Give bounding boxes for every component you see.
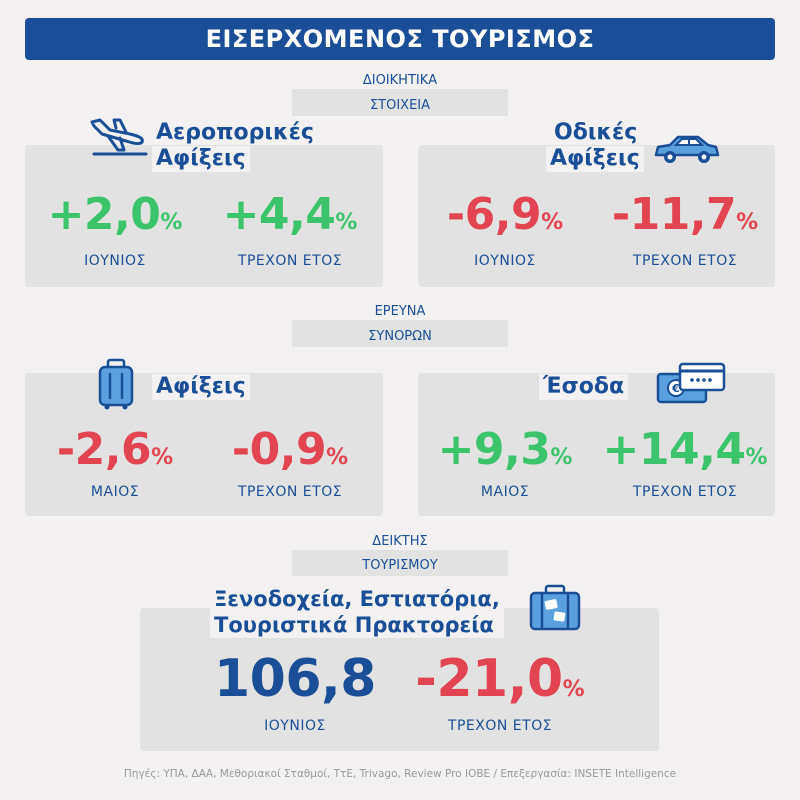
section-label-border: ΕΡΕΥΝΑ ΣΥΝΟΡΩΝ bbox=[292, 304, 508, 347]
road-june-label: ΙΟΥΝΙΟΣ bbox=[474, 253, 536, 269]
suitcase-icon bbox=[529, 584, 581, 631]
hotels-ytd-value: -21,0% bbox=[415, 649, 585, 709]
luggage-icon bbox=[98, 358, 134, 410]
revenue-ytd-label: ΤΡΕΧΟΝ ΕΤΟΣ bbox=[632, 484, 738, 500]
road-ytd-value: -11,7% bbox=[611, 189, 759, 240]
air-june-value: +2,0% bbox=[47, 189, 183, 240]
road-ytd-label: ΤΡΕΧΟΝ ΕΤΟΣ bbox=[632, 253, 738, 269]
revenue-title: Έσοδα bbox=[539, 374, 629, 400]
section-label-index: ΔΕΙΚΤΗΣ ΤΟΥΡΙΣΜΟΥ bbox=[292, 534, 508, 576]
border-arrivals-may-label: ΜΑΙΟΣ bbox=[90, 484, 140, 500]
hotels-title: Ξενοδοχεία, Εστιατόρια, Τουριστικά Πρακτ… bbox=[210, 586, 504, 638]
air-arrivals-title: Αεροπορικές bbox=[156, 120, 314, 145]
border-arrivals-ytd-value: -0,9% bbox=[231, 424, 349, 475]
revenue-ytd-value: +14,4% bbox=[602, 424, 768, 475]
hotels-ytd-label: ΤΡΕΧΟΝ ΕΤΟΣ bbox=[447, 718, 553, 734]
hotels-june-value: 106,8 bbox=[214, 649, 376, 709]
section-label-admin: ΔΙΟΙΚΗΤΙΚΑ ΣΤΟΙΧΕΙΑ bbox=[292, 73, 508, 116]
road-arrivals-title-2: Αφίξεις bbox=[546, 146, 644, 172]
hotels-june-label: ΙΟΥΝΙΟΣ bbox=[264, 718, 326, 734]
revenue-may-value: +9,3% bbox=[437, 424, 573, 475]
road-arrivals-title: Οδικές bbox=[554, 120, 638, 145]
revenue-may-label: ΜΑΙΟΣ bbox=[480, 484, 530, 500]
border-arrivals-ytd-label: ΤΡΕΧΟΝ ΕΤΟΣ bbox=[237, 484, 343, 500]
air-june-label: ΙΟΥΝΙΟΣ bbox=[84, 253, 146, 269]
page-title: ΕΙΣΕΡΧΟΜΕΝΟΣ ΤΟΥΡΙΣΜΟΣ bbox=[25, 18, 775, 60]
road-june-value: -6,9% bbox=[446, 189, 564, 240]
border-arrivals-may-value: -2,6% bbox=[56, 424, 174, 475]
air-ytd-label: ΤΡΕΧΟΝ ΕΤΟΣ bbox=[237, 253, 343, 269]
border-arrivals-title: Αφίξεις bbox=[152, 374, 250, 400]
money-card-icon: € bbox=[656, 362, 726, 404]
air-arrivals-title-2: Αφίξεις bbox=[152, 146, 250, 172]
airplane-icon bbox=[90, 118, 148, 156]
svg-text:€: € bbox=[671, 382, 680, 395]
air-ytd-value: +4,4% bbox=[222, 189, 358, 240]
car-icon bbox=[654, 135, 720, 163]
sources-note: Πηγές: ΥΠΑ, ΔΑΑ, Μεθοριακοί Σταθμοί, ΤτΕ… bbox=[123, 768, 677, 780]
